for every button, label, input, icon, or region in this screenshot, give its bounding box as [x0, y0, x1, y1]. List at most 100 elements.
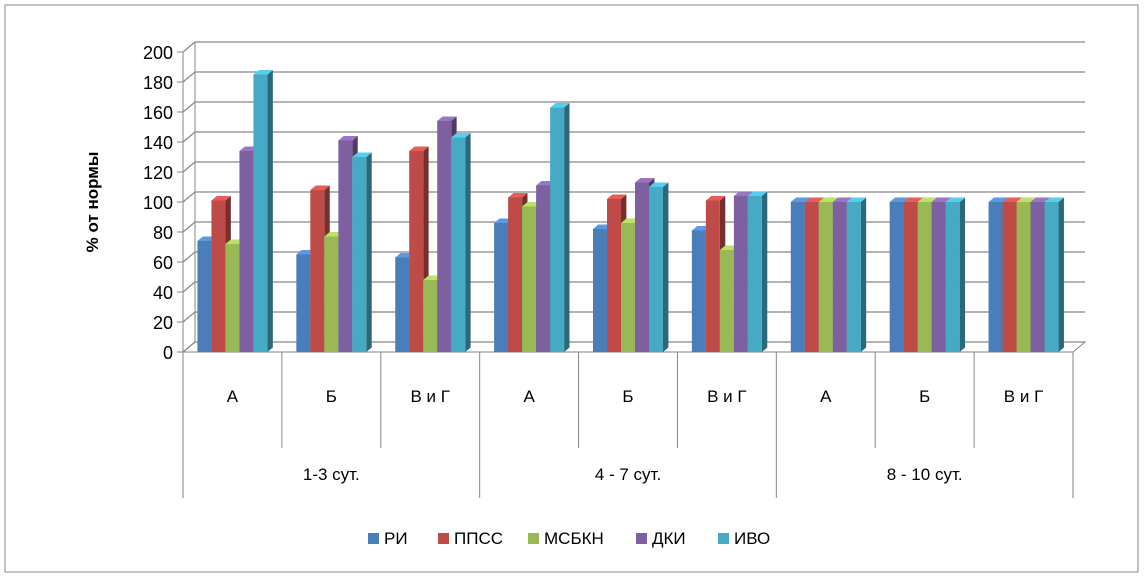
bar-top [635, 178, 655, 183]
category-label: В и Г [1004, 387, 1044, 406]
category-label: В и Г [410, 387, 450, 406]
bar-front [733, 196, 748, 352]
gridline [182, 341, 1085, 353]
bar-top [352, 152, 372, 157]
bar [550, 103, 570, 352]
bar-top [705, 196, 726, 201]
bar-top [1002, 197, 1022, 202]
bar-top [607, 194, 627, 199]
bar [451, 133, 471, 352]
bar-front [352, 157, 367, 352]
bar-top [409, 146, 429, 151]
gridline [182, 281, 1085, 293]
bar-front [593, 229, 607, 352]
bar-front [395, 257, 410, 352]
legend-swatch [636, 533, 647, 544]
bar-front [211, 200, 226, 352]
bar-top [437, 116, 457, 121]
chart-border [4, 4, 1139, 573]
legend-label: ППСС [454, 529, 503, 548]
bar-top [818, 197, 839, 202]
y-tick-label: 40 [153, 283, 173, 303]
bar-front [931, 202, 946, 352]
bar-front [832, 202, 847, 352]
y-tick-labels: 0 20 40 60 80 100 120 140 160 180 200 [143, 43, 173, 363]
bar-front [536, 185, 551, 352]
y-tick-label: 160 [143, 103, 173, 123]
bar-side [1058, 197, 1064, 352]
category-label: Б [326, 387, 337, 406]
bars [197, 70, 1064, 352]
group-label: 8 - 10 сут. [887, 465, 963, 484]
bar-front [607, 199, 621, 352]
gridline [182, 41, 1085, 53]
category-label: В и Г [707, 387, 747, 406]
bar [352, 152, 372, 352]
bar-top [1030, 197, 1050, 202]
bar-top [211, 196, 231, 201]
bar-front [889, 202, 904, 352]
bar-front [296, 254, 311, 352]
bar-top [649, 182, 669, 187]
bar-side [663, 182, 669, 352]
bar-top [310, 185, 330, 190]
bar-front [818, 202, 833, 352]
y-tick-label: 120 [143, 163, 173, 183]
bar-front [705, 200, 720, 352]
bar-side [564, 103, 570, 352]
bar [1044, 197, 1064, 352]
y-tick-label: 180 [143, 73, 173, 93]
bar-front [945, 202, 960, 352]
bar-side [761, 191, 768, 352]
y-tick-label: 0 [163, 343, 173, 363]
bar-front [917, 202, 932, 352]
bar-top [832, 197, 853, 202]
bar-top [917, 197, 938, 202]
bar-front [719, 250, 734, 352]
legend-swatch [368, 533, 379, 544]
bar [945, 197, 966, 352]
bar-front [635, 182, 649, 352]
bar-top [1044, 197, 1064, 202]
bar-front [1044, 202, 1059, 352]
bar-front [988, 202, 1003, 352]
legend-label: МСБКН [544, 529, 604, 548]
category-label: Б [622, 387, 633, 406]
bar-top [550, 103, 570, 108]
bar [253, 70, 273, 352]
gridline [182, 131, 1085, 143]
bar-front [1002, 202, 1017, 352]
bar-side [366, 152, 372, 352]
legend-item: МСБКН [528, 529, 604, 548]
gridline [182, 191, 1085, 203]
bar-front [649, 187, 663, 352]
legend-swatch [718, 533, 729, 544]
bar-top [903, 197, 924, 202]
bar-front [409, 151, 424, 352]
bar-top [747, 191, 768, 196]
category-label: А [820, 387, 832, 406]
bar-top [1016, 197, 1036, 202]
bar-front [522, 206, 537, 352]
category-label: А [227, 387, 239, 406]
y-tick-label: 60 [153, 253, 173, 273]
y-tick-label: 80 [153, 223, 173, 243]
bar-front [225, 244, 240, 352]
bar-top [988, 197, 1008, 202]
bar-front [550, 107, 565, 352]
category-label: Б [919, 387, 930, 406]
bar-side [267, 70, 273, 352]
bar-top [338, 136, 358, 141]
bar-top [889, 197, 910, 202]
gridline [182, 161, 1085, 173]
gridline [182, 221, 1085, 233]
bar-top [846, 197, 867, 202]
bar-front [846, 202, 861, 352]
gridline [182, 311, 1085, 323]
bar-front [804, 202, 819, 352]
bar-front [437, 121, 452, 352]
bar-front [508, 197, 523, 352]
group-label: 1-3 сут. [303, 465, 360, 484]
legend-item: ППСС [438, 529, 503, 548]
